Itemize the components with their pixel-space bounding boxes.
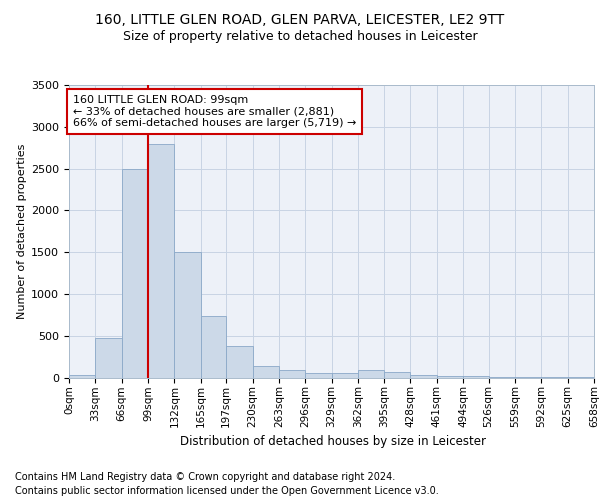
Bar xyxy=(200,316,226,378)
Text: Distribution of detached houses by size in Leicester: Distribution of detached houses by size … xyxy=(180,435,486,448)
Text: 160, LITTLE GLEN ROAD, GLEN PARVA, LEICESTER, LE2 9TT: 160, LITTLE GLEN ROAD, GLEN PARVA, LEICE… xyxy=(95,12,505,26)
Text: Contains HM Land Registry data © Crown copyright and database right 2024.: Contains HM Land Registry data © Crown c… xyxy=(15,472,395,482)
Text: 160 LITTLE GLEN ROAD: 99sqm
← 33% of detached houses are smaller (2,881)
66% of : 160 LITTLE GLEN ROAD: 99sqm ← 33% of det… xyxy=(73,95,356,128)
Bar xyxy=(410,375,437,378)
Bar xyxy=(226,346,253,378)
Bar xyxy=(305,373,331,378)
Bar xyxy=(358,370,384,378)
Bar xyxy=(122,168,148,378)
Bar xyxy=(69,375,95,378)
Bar xyxy=(95,338,122,378)
Bar xyxy=(384,372,410,378)
Bar xyxy=(515,377,541,378)
Bar xyxy=(253,366,279,378)
Text: Contains public sector information licensed under the Open Government Licence v3: Contains public sector information licen… xyxy=(15,486,439,496)
Bar xyxy=(175,252,200,378)
Bar xyxy=(437,376,463,378)
Bar xyxy=(463,376,488,378)
Bar xyxy=(488,376,515,378)
Text: Size of property relative to detached houses in Leicester: Size of property relative to detached ho… xyxy=(122,30,478,43)
Bar xyxy=(331,373,358,378)
Bar xyxy=(279,370,305,378)
Bar xyxy=(148,144,175,378)
Y-axis label: Number of detached properties: Number of detached properties xyxy=(17,144,27,319)
